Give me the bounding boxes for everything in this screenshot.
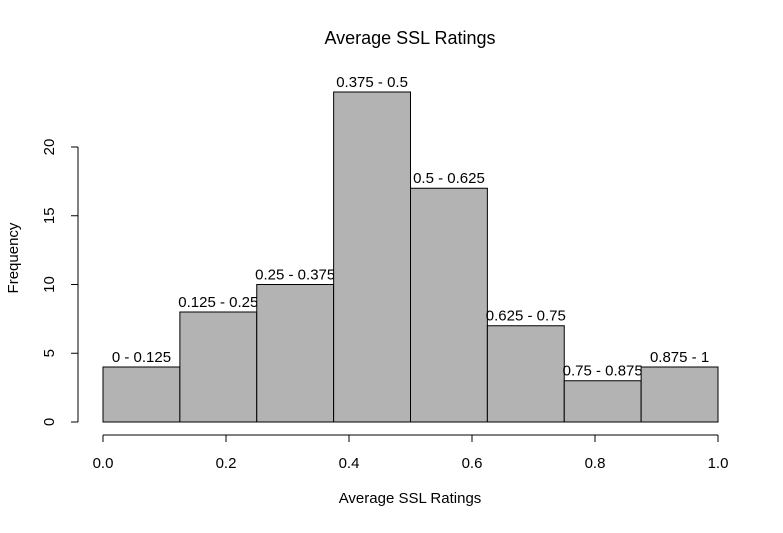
x-axis-label: Average SSL Ratings <box>339 490 482 507</box>
bar <box>256 284 335 423</box>
y-tick-label: 20 <box>41 139 58 156</box>
bar-label: 0.625 - 0.75 <box>486 308 566 325</box>
bar-label: 0.5 - 0.625 <box>413 170 485 187</box>
bar-label: 0.75 - 0.875 <box>563 363 643 380</box>
x-tick-label: 1.0 <box>708 455 729 472</box>
x-tick-label: 0.2 <box>216 455 237 472</box>
bar <box>563 380 642 423</box>
bar <box>102 366 181 423</box>
y-tick-label: 15 <box>41 207 58 224</box>
bar <box>333 91 411 423</box>
bar-label: 0.875 - 1 <box>650 349 709 366</box>
bar <box>486 325 565 423</box>
y-tick-label: 5 <box>41 349 58 357</box>
bar <box>179 311 258 423</box>
x-tick-label: 0.8 <box>585 455 606 472</box>
bar-label: 0.125 - 0.25 <box>178 294 258 311</box>
bar-label: 0.25 - 0.375 <box>255 266 335 283</box>
y-tick-label: 0 <box>41 418 58 426</box>
x-tick-label: 0.4 <box>339 455 360 472</box>
x-tick-label: 0.0 <box>93 455 114 472</box>
y-tick-label: 10 <box>41 276 58 293</box>
bar <box>640 366 719 423</box>
x-tick-label: 0.6 <box>462 455 483 472</box>
bar-label: 0 - 0.125 <box>112 349 171 366</box>
chart-title: Average SSL Ratings <box>324 28 495 48</box>
bar-label: 0.375 - 0.5 <box>336 74 408 91</box>
y-axis-label: Frequency <box>5 222 22 293</box>
bar <box>410 187 488 423</box>
